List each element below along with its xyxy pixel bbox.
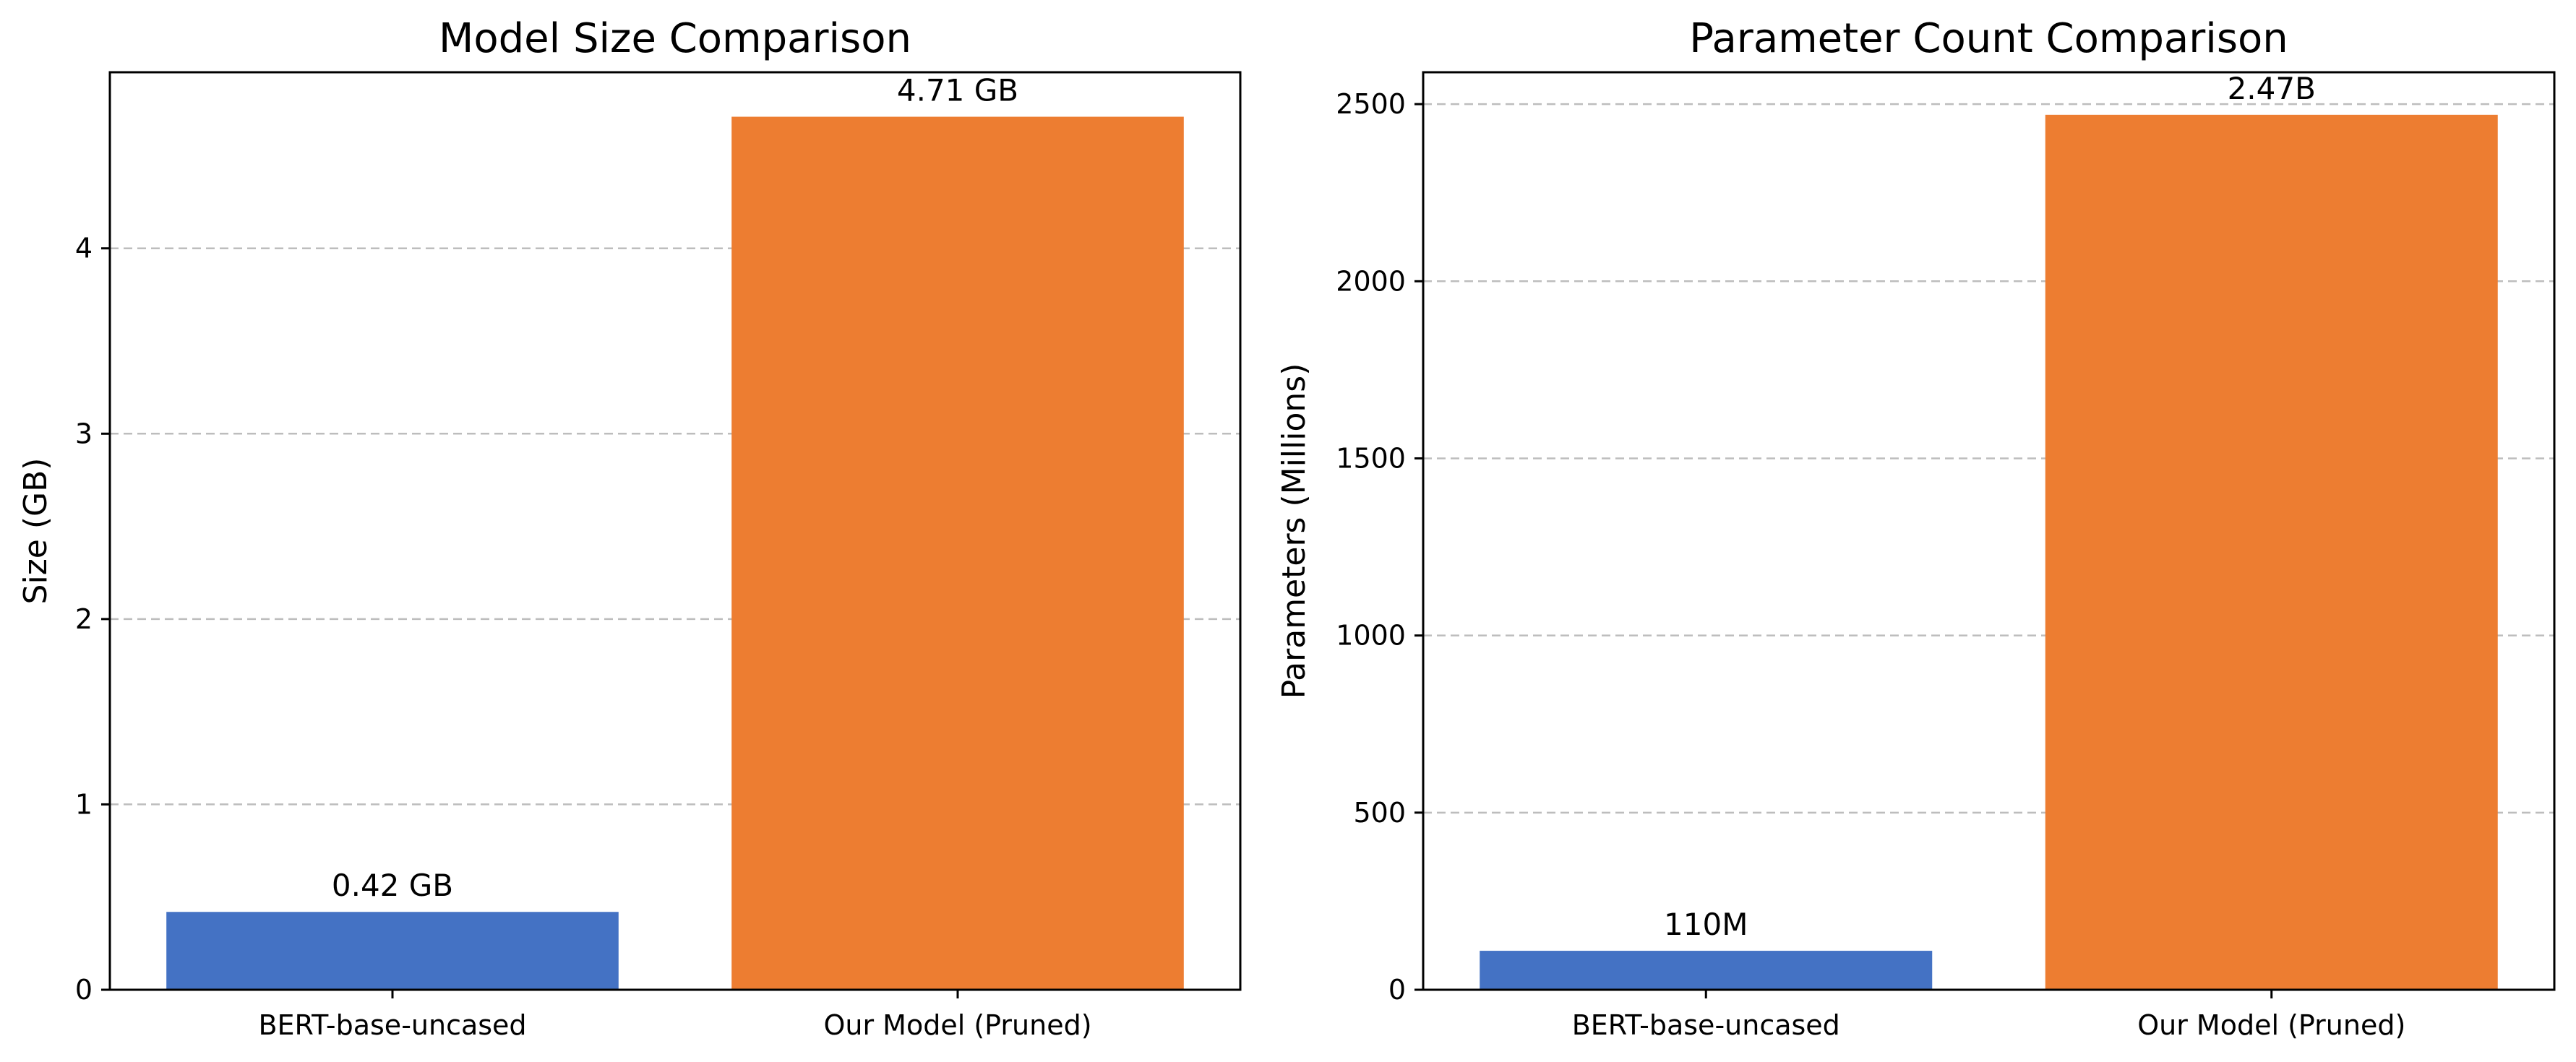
x-tick-label: Our Model (Pruned) (823, 1009, 1091, 1041)
data-label: 2.47B (2228, 71, 2316, 106)
data-label: 4.71 GB (897, 73, 1018, 108)
y-tick-label: 2000 (1336, 265, 1406, 297)
x-tick-label: BERT-base-uncased (258, 1009, 526, 1041)
y-axis-label: Size (GB) (17, 458, 54, 605)
y-tick-label: 1000 (1336, 620, 1406, 652)
y-tick-label: 0 (75, 974, 93, 1006)
y-tick-label: 1500 (1336, 442, 1406, 474)
chart-panel-2: 0 500 1000 1500 2000 2500 110M BERT-base-uncase… (1276, 15, 2556, 1041)
bar (731, 116, 1184, 990)
y-tick-label: 500 (1353, 797, 1406, 829)
y-tick-label: 3 (75, 418, 93, 449)
x-tick-label: Our Model (Pruned) (2137, 1009, 2405, 1041)
y-tick-label: 2 (75, 603, 93, 635)
plot-frame (1422, 71, 2556, 991)
y-tick-label: 1 (75, 788, 93, 820)
x-tick-label: BERT-base-uncased (1572, 1009, 1840, 1041)
y-tick-label: 4 (75, 233, 93, 264)
bar (2045, 114, 2498, 990)
chart-title: Model Size Comparison (439, 15, 911, 62)
chart-title: Parameter Count Comparison (1689, 15, 2288, 62)
y-tick-label: 0 (1388, 974, 1406, 1006)
y-tick-label: 2500 (1336, 88, 1406, 120)
chart-panel-1: 0 1 2 3 4 0.42 GB BERT-base-uncased 4.71 GB Our … (17, 15, 1242, 1041)
bar (1480, 951, 1933, 990)
y-axis-label: Parameters (Millions) (1276, 363, 1313, 699)
data-label: 110M (1664, 907, 1748, 942)
bar (166, 912, 619, 990)
data-label: 0.42 GB (332, 868, 453, 903)
plot-frame (108, 71, 1242, 991)
